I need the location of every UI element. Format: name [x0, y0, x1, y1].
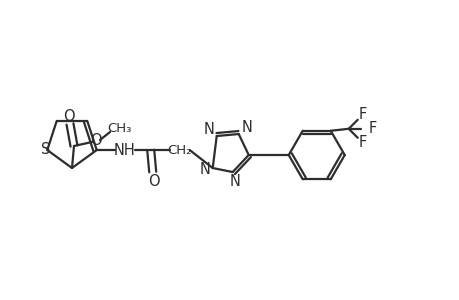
Text: N: N — [229, 173, 240, 188]
Text: N: N — [203, 122, 214, 136]
Text: CH₂: CH₂ — [167, 143, 191, 157]
Text: F: F — [358, 135, 366, 150]
Text: CH₃: CH₃ — [106, 122, 131, 134]
Text: O: O — [148, 173, 159, 188]
Text: S: S — [40, 142, 50, 157]
Text: N: N — [199, 161, 210, 176]
Text: NH: NH — [114, 142, 135, 158]
Text: O: O — [90, 133, 101, 148]
Text: F: F — [368, 121, 376, 136]
Text: N: N — [241, 119, 252, 134]
Text: F: F — [358, 107, 366, 122]
Text: O: O — [63, 109, 75, 124]
